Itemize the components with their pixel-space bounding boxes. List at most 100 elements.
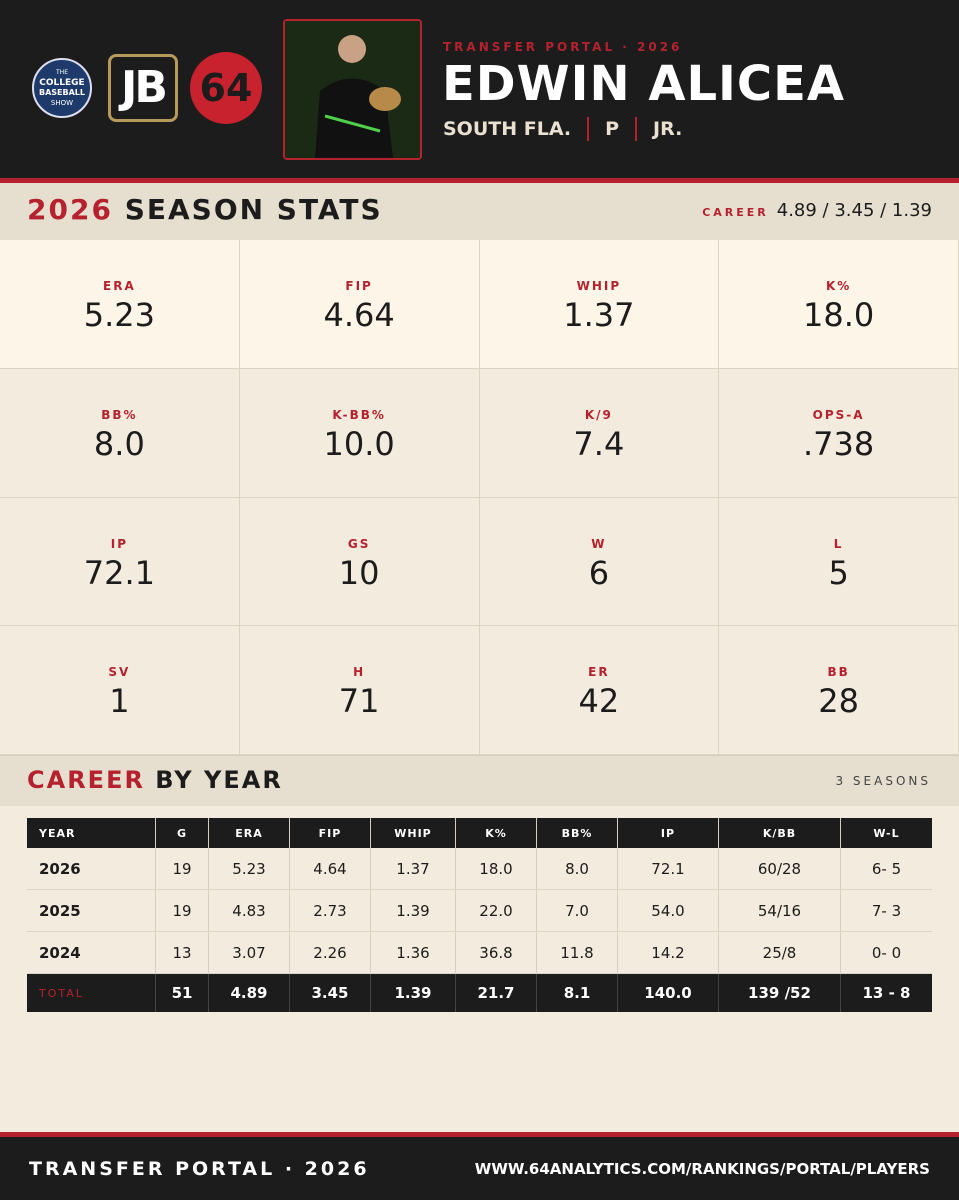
stat-value: 6 <box>588 553 610 592</box>
table-cell: 0- 0 <box>840 932 932 973</box>
stat-label: H <box>353 665 366 680</box>
table-cell: 13 <box>155 932 208 973</box>
table-cell: 4.83 <box>208 890 289 931</box>
stat-cell: ER 42 <box>479 626 720 755</box>
player-photo <box>283 19 422 160</box>
stat-value: 28 <box>818 682 859 721</box>
stat-label: WHIP <box>576 279 622 293</box>
stat-label: FIP <box>345 279 373 293</box>
table-cell: BB% <box>536 818 617 848</box>
school: SOUTH FLA. <box>443 118 572 140</box>
table-cell: YEAR <box>39 826 76 840</box>
stat-cell: GS 10 <box>239 497 480 627</box>
stat-value: 72.1 <box>83 553 155 592</box>
logo-text: SHOW <box>50 99 74 107</box>
seasons-count: 3 SEASONS <box>835 774 931 788</box>
stat-cell: WHIP 1.37 <box>479 240 720 369</box>
stats-grid: ERA 5.23 FIP 4.64 WHIP 1.37 K% 18.0 BB% 8.0 K-BB% 1… <box>0 240 959 755</box>
table-cell: WHIP <box>370 818 455 848</box>
table-cell: FIP <box>289 818 370 848</box>
table-cell: 3.07 <box>208 932 289 973</box>
stat-label: W <box>591 536 607 551</box>
stat-cell: IP 72.1 <box>0 497 240 627</box>
table-cell: 8.1 <box>536 974 617 1012</box>
header <box>0 0 959 178</box>
table-cell: 54.0 <box>617 890 718 931</box>
career-title-text: BY YEAR <box>155 766 283 794</box>
table-cell: 2.73 <box>289 890 370 931</box>
stat-label: SV <box>108 665 131 680</box>
table-cell: 6- 5 <box>840 848 932 889</box>
table-cell: W-L <box>840 818 932 848</box>
table-cell: ERA <box>208 818 289 848</box>
table-cell: 7.0 <box>536 890 617 931</box>
career-label: CAREER <box>702 206 769 219</box>
table-cell: 19 <box>155 890 208 931</box>
table-cell: 54/16 <box>718 890 840 931</box>
table-cell: 140.0 <box>617 974 718 1012</box>
stat-value: 10.0 <box>323 424 395 463</box>
table-cell: 4.64 <box>289 848 370 889</box>
stat-cell: K/9 7.4 <box>479 368 720 498</box>
stat-value: 71 <box>338 682 380 721</box>
footer-rule <box>0 1132 959 1137</box>
footer-left: TRANSFER PORTAL · 2026 <box>29 1158 370 1180</box>
table-row: 2025 19 4.83 2.73 1.39 22.0 7.0 54.0 54/16 7- 3 <box>27 890 932 932</box>
table-cell: 19 <box>155 848 208 889</box>
divider <box>587 117 590 141</box>
table-total: TOTAL 51 4.89 3.45 1.39 21.7 8.1 140.0 139 /52 13… <box>27 974 932 1012</box>
table-cell: 22.0 <box>455 890 536 931</box>
stat-label: ER <box>588 665 610 680</box>
season-title-text: SEASON STATS <box>124 193 383 226</box>
stat-value: 5 <box>828 553 849 592</box>
table-cell: 18.0 <box>455 848 536 889</box>
logo-text: BASEBALL <box>39 88 85 97</box>
stat-cell: BB% 8.0 <box>0 368 240 498</box>
college-show-logo: THE COLLEGE BASEBALL SHOW <box>32 58 92 118</box>
stat-value: 7.4 <box>573 424 625 463</box>
stat-label: GS <box>347 536 371 551</box>
table-cell: 1.37 <box>370 848 455 889</box>
table-cell: 1.39 <box>370 890 455 931</box>
career-title: CAREER BY YEAR <box>27 766 283 794</box>
stat-value: 1.37 <box>563 296 635 334</box>
table-cell: 36.8 <box>455 932 536 973</box>
table-cell: 8.0 <box>536 848 617 889</box>
stat-value: 1 <box>109 682 130 721</box>
season-band <box>0 183 959 240</box>
stat-value: 5.23 <box>83 296 155 334</box>
table-cell: 14.2 <box>617 932 718 973</box>
stat-cell: K% 18.0 <box>719 240 959 369</box>
career-title-accent: CAREER <box>27 766 145 794</box>
stat-label: ERA <box>103 279 136 293</box>
jb-logo: JB <box>108 54 178 122</box>
stat-cell: SV 1 <box>0 626 240 755</box>
career-band <box>0 755 959 806</box>
stat-label: BB <box>827 665 850 680</box>
footer-right: WWW.64ANALYTICS.COM/RANKINGS/PORTAL/PLAY… <box>474 1160 930 1178</box>
career-line: 4.89 / 3.45 / 1.39 <box>776 200 932 221</box>
table-cell: 7- 3 <box>840 890 932 931</box>
logo-text: COLLEGE <box>39 78 85 88</box>
stat-value: .738 <box>803 424 875 463</box>
stat-cell: H 71 <box>239 626 480 755</box>
table-cell: 2025 <box>39 901 81 920</box>
stat-label: IP <box>110 536 128 551</box>
player-meta: SOUTH FLA. P JR. <box>443 117 682 141</box>
table-cell: 25/8 <box>718 932 840 973</box>
table-cell: K% <box>455 818 536 848</box>
table-cell: 21.7 <box>455 974 536 1012</box>
stat-label: OPS-A <box>812 407 865 422</box>
stat-label: L <box>833 536 844 551</box>
stat-value: 8.0 <box>93 424 145 463</box>
table-cell: 4.89 <box>208 974 289 1012</box>
stat-cell: BB 28 <box>719 626 959 755</box>
stat-label: K/9 <box>584 407 613 422</box>
season-year: 2026 <box>27 193 113 226</box>
table-cell: 60/28 <box>718 848 840 889</box>
stat-label: K% <box>825 279 852 293</box>
class-year: JR. <box>653 118 683 140</box>
